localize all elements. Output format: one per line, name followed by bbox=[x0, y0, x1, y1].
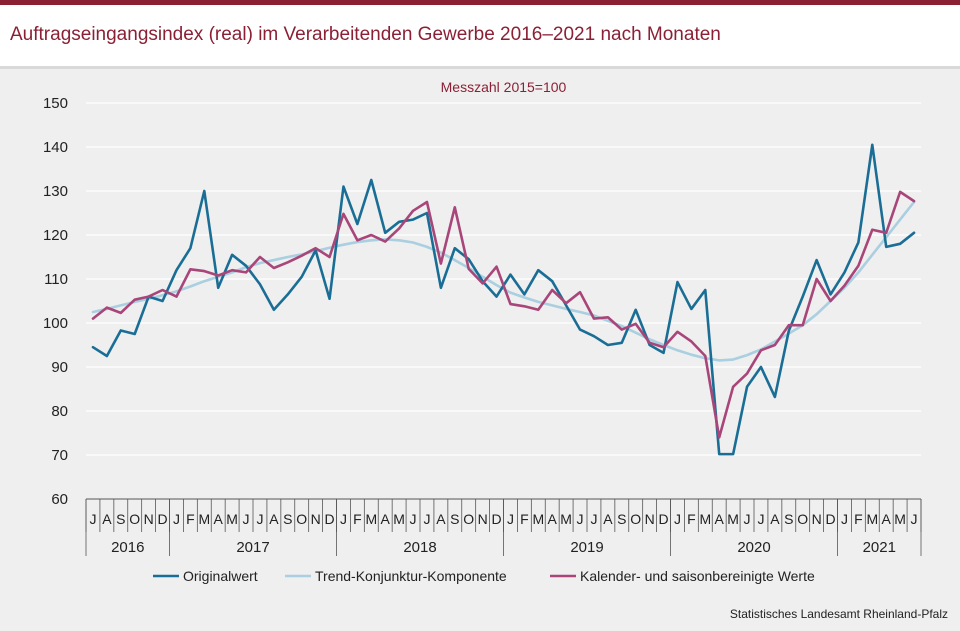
x-tick-label: J bbox=[507, 511, 514, 527]
legend-label: Originalwert bbox=[183, 568, 258, 584]
x-tick-label: N bbox=[478, 511, 488, 527]
x-tick-label: D bbox=[491, 511, 501, 527]
x-tick-label: J bbox=[243, 511, 250, 527]
x-tick-label: S bbox=[283, 511, 292, 527]
x-tick-label: F bbox=[186, 511, 195, 527]
x-tick-label: S bbox=[116, 511, 125, 527]
x-tick-label: J bbox=[744, 511, 751, 527]
x-tick-label: J bbox=[410, 511, 417, 527]
x-tick-label: A bbox=[381, 511, 391, 527]
x-tick-label: J bbox=[911, 511, 918, 527]
y-tick-label: 80 bbox=[51, 403, 68, 420]
x-tick-label: A bbox=[715, 511, 725, 527]
x-tick-label: J bbox=[757, 511, 764, 527]
x-tick-label: M bbox=[894, 511, 906, 527]
x-tick-label: F bbox=[854, 511, 863, 527]
y-tick-label: 100 bbox=[43, 315, 68, 332]
x-tick-label: M bbox=[532, 511, 544, 527]
chart-panel bbox=[0, 69, 960, 631]
x-tick-label: N bbox=[645, 511, 655, 527]
x-tick-label: M bbox=[198, 511, 210, 527]
chart-subtitle: Messzahl 2015=100 bbox=[441, 79, 567, 95]
x-tick-label: J bbox=[841, 511, 848, 527]
y-tick-label: 150 bbox=[43, 95, 68, 112]
x-tick-label: A bbox=[548, 511, 558, 527]
x-tick-label: J bbox=[256, 511, 263, 527]
year-label: 2018 bbox=[403, 539, 436, 556]
x-tick-label: J bbox=[423, 511, 430, 527]
x-tick-label: M bbox=[393, 511, 405, 527]
x-tick-label: M bbox=[226, 511, 238, 527]
source-note: Statistisches Landesamt Rheinland-Pfalz bbox=[729, 607, 948, 621]
x-tick-label: O bbox=[463, 511, 474, 527]
x-tick-label: S bbox=[617, 511, 626, 527]
y-tick-label: 130 bbox=[43, 183, 68, 200]
x-tick-label: N bbox=[311, 511, 321, 527]
x-tick-label: J bbox=[674, 511, 681, 527]
legend-label: Trend-Konjunktur-Komponente bbox=[315, 568, 507, 584]
x-tick-label: A bbox=[214, 511, 224, 527]
year-label: 2016 bbox=[111, 539, 144, 556]
x-tick-label: D bbox=[324, 511, 334, 527]
x-tick-label: M bbox=[727, 511, 739, 527]
page-title: Auftragseingangsindex (real) im Verarbei… bbox=[10, 24, 721, 45]
title-divider bbox=[0, 66, 960, 69]
year-label: 2017 bbox=[236, 539, 269, 556]
x-tick-label: O bbox=[630, 511, 641, 527]
x-tick-label: J bbox=[590, 511, 597, 527]
x-tick-label: M bbox=[866, 511, 878, 527]
x-tick-label: J bbox=[89, 511, 96, 527]
year-label: 2020 bbox=[737, 539, 770, 556]
x-tick-label: N bbox=[812, 511, 822, 527]
x-tick-label: J bbox=[173, 511, 180, 527]
y-tick-label: 70 bbox=[51, 447, 68, 464]
y-tick-label: 120 bbox=[43, 227, 68, 244]
x-tick-label: J bbox=[340, 511, 347, 527]
series-line-kalender-und-saisonbereinigte-werte bbox=[91, 190, 916, 439]
x-tick-label: O bbox=[296, 511, 307, 527]
x-tick-label: M bbox=[365, 511, 377, 527]
x-tick-label: A bbox=[882, 511, 892, 527]
x-tick-label: M bbox=[699, 511, 711, 527]
x-tick-label: J bbox=[577, 511, 584, 527]
x-tick-label: S bbox=[450, 511, 459, 527]
year-label: 2021 bbox=[863, 539, 896, 556]
x-tick-label: O bbox=[129, 511, 140, 527]
legend-label: Kalender- und saisonbereinigte Werte bbox=[580, 568, 815, 584]
x-tick-label: D bbox=[658, 511, 668, 527]
top-accent-bar bbox=[0, 0, 960, 5]
x-tick-label: A bbox=[603, 511, 613, 527]
year-label: 2019 bbox=[570, 539, 603, 556]
y-tick-label: 90 bbox=[51, 359, 68, 376]
x-tick-label: O bbox=[797, 511, 808, 527]
x-tick-label: D bbox=[825, 511, 835, 527]
x-tick-label: F bbox=[687, 511, 696, 527]
y-tick-label: 140 bbox=[43, 139, 68, 156]
x-tick-label: M bbox=[560, 511, 572, 527]
x-tick-label: N bbox=[144, 511, 154, 527]
x-tick-label: A bbox=[102, 511, 112, 527]
x-tick-label: F bbox=[520, 511, 529, 527]
x-tick-label: A bbox=[436, 511, 446, 527]
x-tick-label: F bbox=[353, 511, 362, 527]
y-tick-label: 110 bbox=[44, 271, 68, 288]
y-tick-label: 60 bbox=[51, 491, 68, 508]
x-tick-label: D bbox=[157, 511, 167, 527]
x-tick-label: S bbox=[784, 511, 793, 527]
x-tick-label: A bbox=[770, 511, 780, 527]
x-tick-label: A bbox=[269, 511, 279, 527]
